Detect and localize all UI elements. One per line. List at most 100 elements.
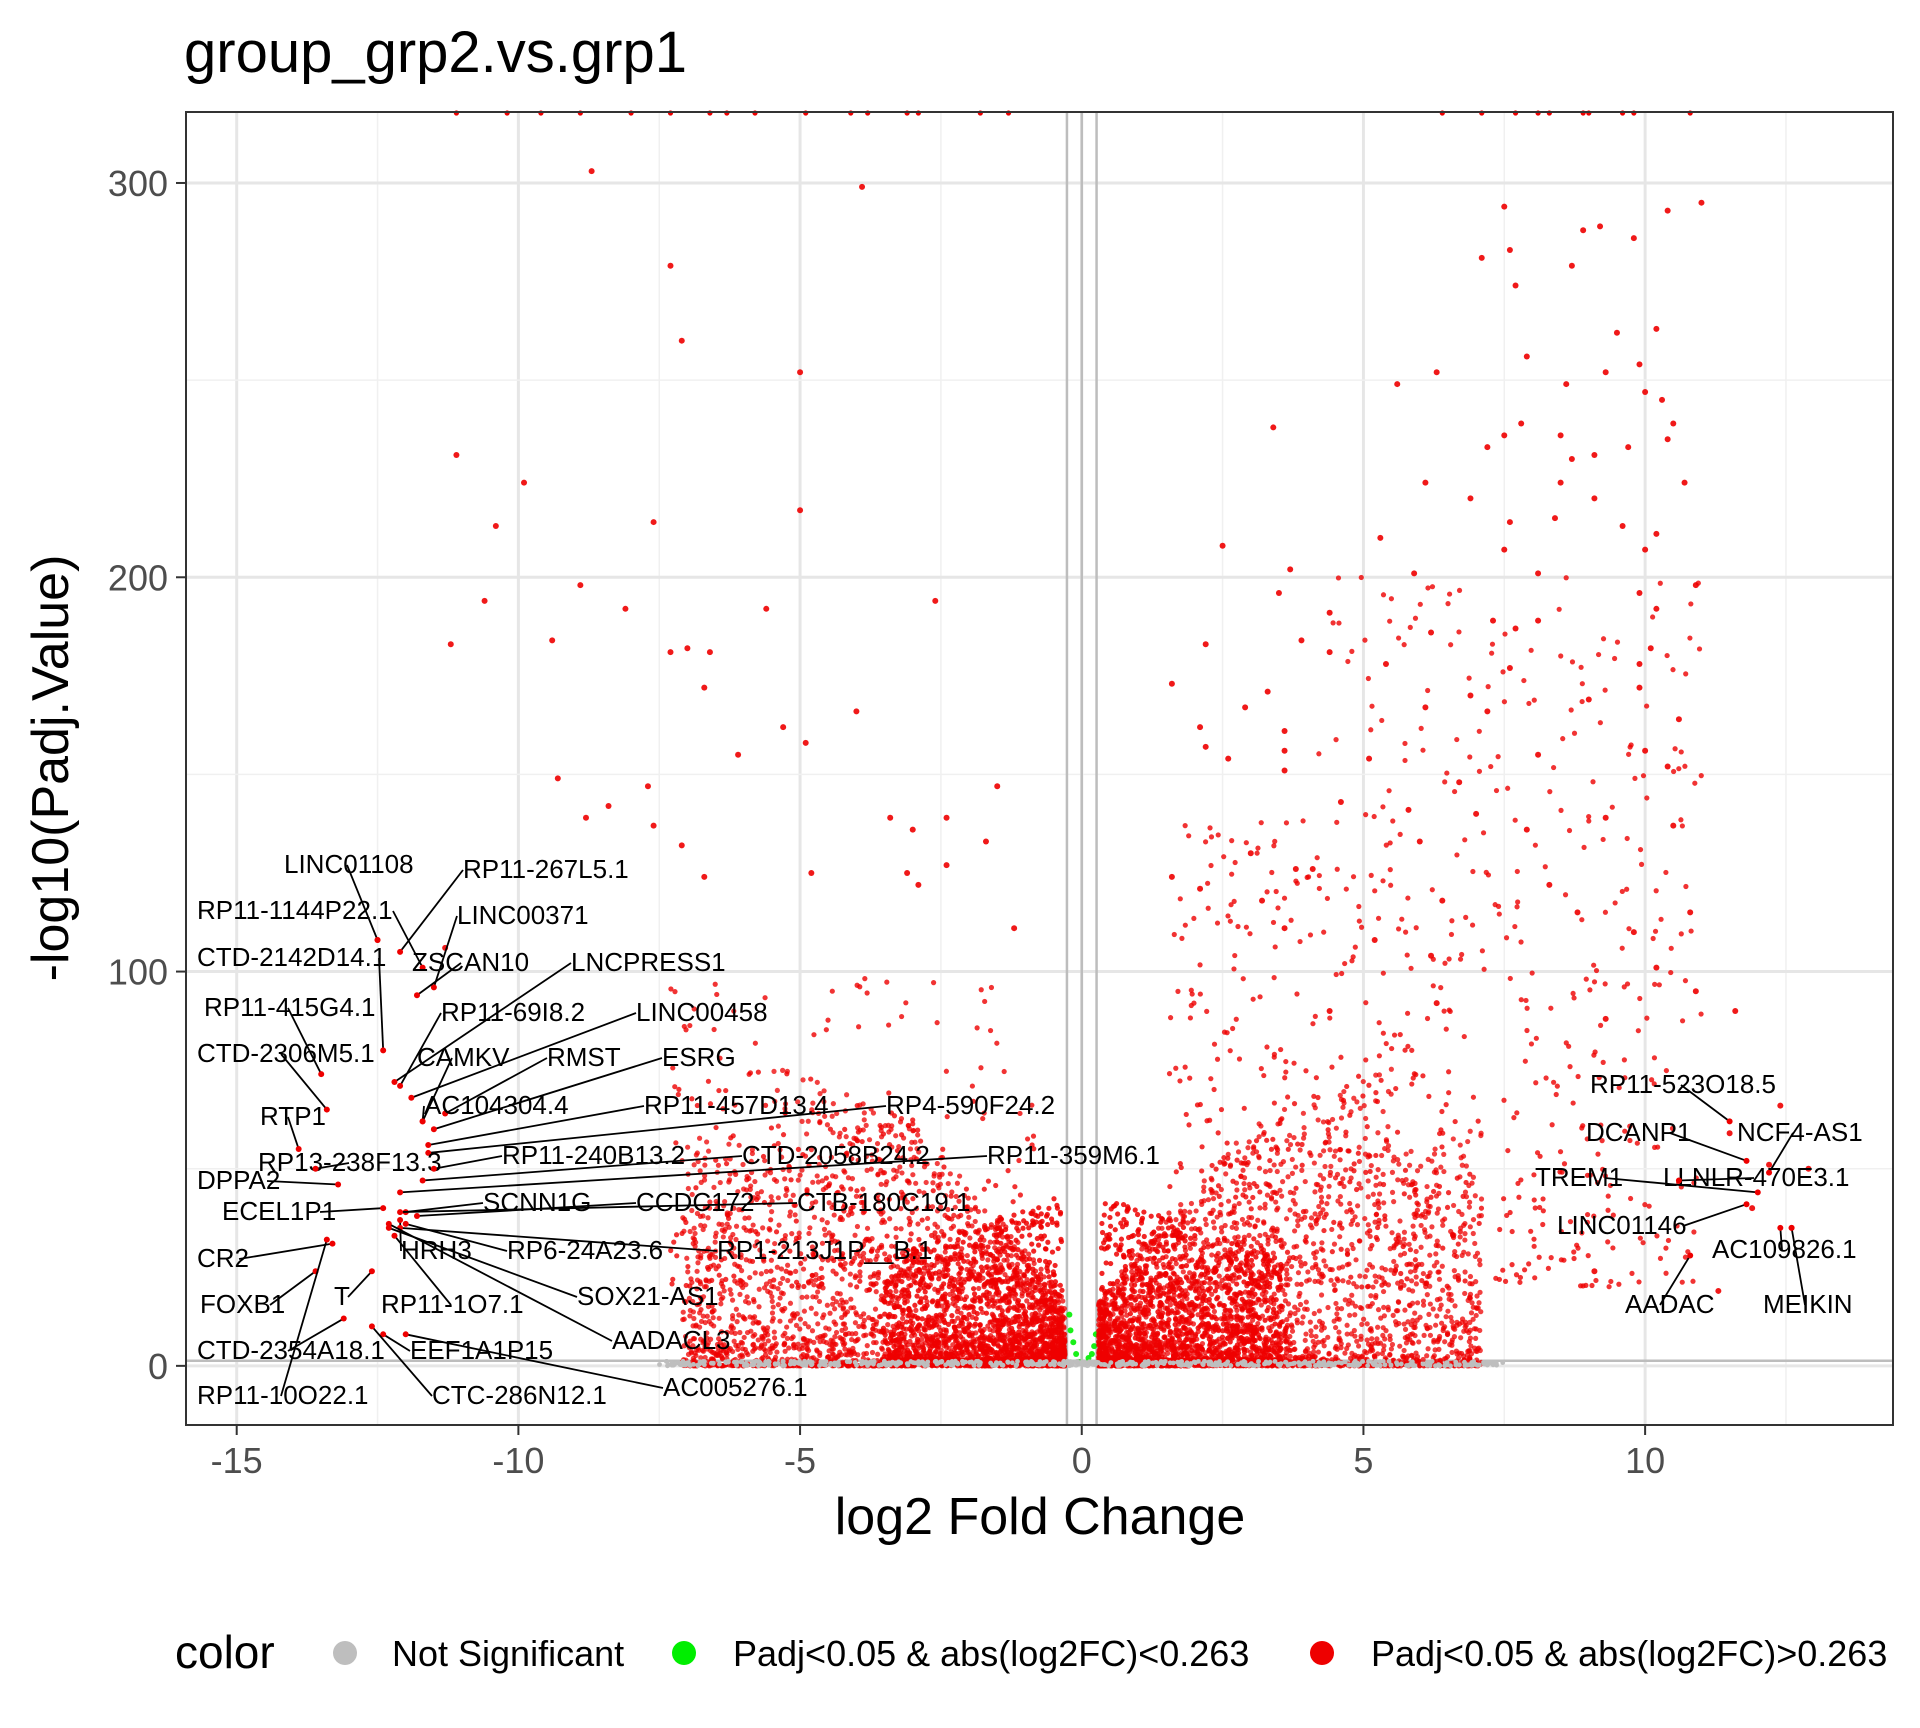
data-point	[1523, 353, 1530, 360]
cloud-point	[1337, 1234, 1343, 1240]
cloud-point	[1031, 1248, 1037, 1254]
cloud-point	[943, 1245, 949, 1251]
cloud-point	[908, 1282, 914, 1288]
cloud-point	[949, 1189, 955, 1195]
cloud-point	[949, 1313, 955, 1319]
cloud-point	[698, 1222, 704, 1228]
cloud-point	[1049, 1304, 1055, 1310]
cloud-point	[804, 1131, 810, 1137]
cloud-point	[997, 1336, 1003, 1342]
cloud-point	[1038, 1211, 1044, 1217]
cloud-point	[889, 1332, 895, 1338]
cloud-point	[1445, 1308, 1451, 1314]
cloud-point	[1294, 1243, 1300, 1249]
cloud-point	[1281, 1106, 1288, 1113]
data-point	[1675, 716, 1682, 723]
cloud-point	[881, 1299, 888, 1305]
cloud-point	[936, 1171, 943, 1178]
data-point	[1292, 866, 1299, 873]
cloud-point	[829, 1173, 836, 1179]
data-point	[1066, 1311, 1073, 1318]
data-point	[1568, 262, 1575, 269]
cloud-point	[931, 1323, 937, 1329]
cloud-point	[1403, 1151, 1409, 1157]
cloud-point	[1026, 1225, 1032, 1231]
cloud-point	[849, 1176, 856, 1182]
cloud-point	[1037, 1328, 1043, 1334]
cloud-point	[850, 1349, 857, 1355]
cloud-point	[1331, 1241, 1338, 1247]
cloud-point	[934, 1303, 940, 1309]
cloud-point	[1303, 1299, 1309, 1305]
cloud-point	[869, 1349, 876, 1356]
data-point	[1168, 873, 1175, 880]
cloud-point	[815, 1179, 821, 1185]
cloud-point	[1257, 1232, 1263, 1239]
cloud-point	[756, 1304, 762, 1310]
data-point	[1202, 743, 1209, 750]
cloud-point	[727, 1287, 733, 1293]
cloud-point	[1316, 1203, 1322, 1210]
cloud-point	[733, 1223, 740, 1229]
cloud-point	[700, 1313, 706, 1319]
cloud-point	[969, 1332, 975, 1338]
cloud-point	[1421, 1332, 1427, 1338]
cloud-point	[1478, 1196, 1485, 1202]
data-point	[1630, 929, 1637, 936]
cloud-point	[1045, 1268, 1051, 1274]
cloud-point	[1033, 1355, 1039, 1361]
cloud-point	[815, 1321, 821, 1327]
cloud-point	[1044, 1262, 1051, 1268]
cloud-point	[1438, 1164, 1444, 1170]
cloud-point	[1048, 1296, 1054, 1302]
cloud-point	[1038, 1323, 1044, 1329]
cloud-point	[692, 1230, 698, 1237]
cloud-point	[785, 1277, 791, 1284]
cloud-point	[755, 1337, 761, 1343]
data-point	[554, 775, 561, 782]
cloud-point	[1402, 1326, 1409, 1332]
data-point	[1168, 680, 1175, 687]
cloud-point	[1016, 1313, 1023, 1320]
cloud-point	[1338, 1115, 1345, 1121]
cloud-point	[883, 1339, 889, 1346]
cloud-point	[733, 1236, 739, 1243]
data-point	[1484, 444, 1491, 451]
cloud-point	[953, 1338, 959, 1344]
cloud-point	[754, 1190, 761, 1197]
data-point	[1687, 909, 1694, 916]
cloud-point	[1046, 1350, 1052, 1357]
data-point	[1518, 420, 1525, 427]
cloud-point	[1209, 1252, 1215, 1258]
data-point	[1287, 566, 1294, 573]
cloud-point	[693, 1152, 699, 1158]
data-point	[909, 826, 916, 833]
cloud-point	[875, 1275, 881, 1281]
cloud-point	[752, 1332, 758, 1338]
cloud-point	[1391, 1199, 1397, 1205]
data-points	[374, 168, 1812, 1369]
cloud-point	[1426, 1311, 1432, 1317]
cloud-point	[1365, 1178, 1371, 1184]
cloud-point	[958, 1334, 964, 1340]
cloud-point	[813, 1294, 819, 1300]
cloud-point	[945, 1206, 951, 1213]
cloud-point	[1470, 1230, 1476, 1237]
cloud-point	[704, 1139, 710, 1145]
cloud-point	[1370, 1191, 1376, 1197]
cloud-point	[893, 1337, 899, 1344]
data-point	[1597, 223, 1604, 230]
cloud-point	[782, 1348, 788, 1354]
cloud-point	[837, 1291, 843, 1297]
data-point	[1422, 479, 1429, 486]
cloud-point	[962, 1296, 968, 1303]
cloud-point	[696, 1135, 703, 1141]
cloud-point	[969, 1341, 975, 1347]
cloud-point	[784, 1335, 791, 1341]
cloud-point	[1376, 1191, 1383, 1197]
cloud-point	[1016, 1324, 1022, 1330]
cloud-point	[1225, 1198, 1232, 1204]
cloud-point	[1406, 1162, 1413, 1168]
cloud-point	[920, 1344, 926, 1350]
